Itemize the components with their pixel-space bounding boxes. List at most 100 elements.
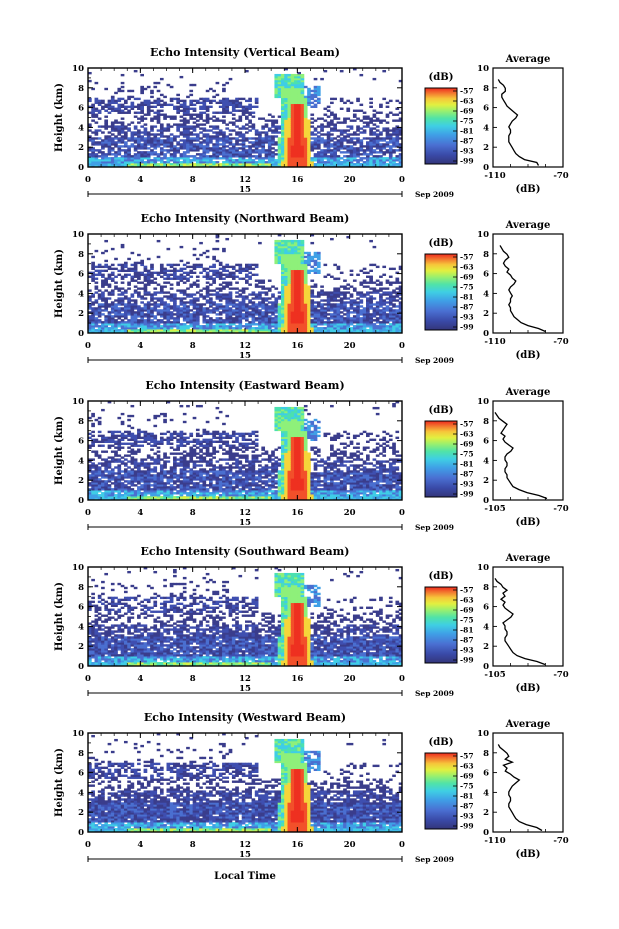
heatmap-cell xyxy=(336,143,341,146)
heatmap-cell xyxy=(192,149,197,152)
heatmap-cell xyxy=(267,289,272,292)
heatmap-cell xyxy=(287,131,292,134)
heatmap-cell xyxy=(280,291,285,294)
heatmap-cell xyxy=(192,133,197,136)
heatmap-cell xyxy=(280,87,285,91)
heatmap-cell xyxy=(101,251,105,255)
heatmap-cell xyxy=(150,95,154,99)
heatmap-cell xyxy=(382,287,387,290)
heatmap-cell xyxy=(205,281,210,284)
heatmap-cell xyxy=(189,127,194,130)
heatmap-cell xyxy=(313,267,318,271)
heatmap-cell xyxy=(241,305,246,308)
heatmap-cell xyxy=(294,293,298,296)
heatmap-cell xyxy=(97,329,102,332)
heatmap-cell xyxy=(323,125,328,128)
heatmap-cell xyxy=(166,315,171,318)
heatmap-cell xyxy=(137,153,141,156)
heatmap-cell xyxy=(166,127,171,130)
heatmap-cell xyxy=(261,287,266,290)
heatmap-cell xyxy=(205,315,210,318)
heatmap-cell xyxy=(231,99,236,103)
heatmap-cell xyxy=(231,143,236,146)
heatmap-cell xyxy=(300,163,305,166)
heatmap-cell xyxy=(362,131,367,134)
heatmap-cell xyxy=(146,151,151,154)
heatmap-cell xyxy=(359,153,364,156)
heatmap-cell xyxy=(392,131,396,134)
heatmap-cell xyxy=(343,131,347,134)
heatmap-cell xyxy=(94,321,99,324)
heatmap-cell xyxy=(267,163,272,166)
heatmap-cell xyxy=(117,109,122,112)
heatmap-cell xyxy=(359,145,364,148)
heatmap-cell xyxy=(182,153,187,156)
heatmap-cell xyxy=(238,151,243,154)
heatmap-cell xyxy=(284,305,288,308)
heatmap-cell xyxy=(186,163,190,166)
heatmap-cell xyxy=(169,295,174,298)
heatmap-cell xyxy=(150,321,154,324)
heatmap-cell xyxy=(326,151,331,154)
heatmap-cell xyxy=(395,141,400,144)
heatmap-cell xyxy=(294,297,298,300)
heatmap-cell xyxy=(133,329,138,332)
heatmap-cell xyxy=(202,133,207,136)
heatmap-cell xyxy=(290,113,295,116)
heatmap-cell xyxy=(290,145,295,148)
heatmap-cell xyxy=(261,159,266,162)
heatmap-cell xyxy=(274,119,279,122)
heatmap-cell xyxy=(280,133,285,136)
heatmap-cell xyxy=(176,109,180,112)
heatmap-cell xyxy=(379,309,383,312)
heatmap-cell xyxy=(231,159,236,162)
heatmap-cell xyxy=(228,139,233,142)
heatmap-cell xyxy=(212,163,216,166)
heatmap-cell xyxy=(264,291,269,294)
heatmap-cell xyxy=(303,113,308,116)
heatmap-cell xyxy=(369,287,373,290)
heatmap-cell xyxy=(379,163,383,166)
heatmap-cell xyxy=(261,301,266,304)
heatmap-cell xyxy=(245,161,249,164)
heatmap-cell xyxy=(159,157,164,160)
heatmap-cell xyxy=(395,113,400,116)
heatmap-cell xyxy=(117,263,122,267)
heatmap-cell xyxy=(254,161,259,164)
heatmap-cell xyxy=(150,315,154,318)
heatmap-cell xyxy=(267,331,272,334)
heatmap-cell xyxy=(395,135,400,138)
heatmap-cell xyxy=(166,295,171,298)
heatmap-cell xyxy=(294,245,298,249)
heatmap-cell xyxy=(294,311,298,314)
heatmap-cell xyxy=(290,257,295,261)
heatmap-cell xyxy=(297,75,301,79)
heatmap-cell xyxy=(294,313,298,316)
heatmap-cell xyxy=(339,163,344,166)
heatmap-cell xyxy=(209,303,213,306)
heatmap-cell xyxy=(94,149,99,152)
heatmap-cell xyxy=(277,239,282,243)
heatmap-cell xyxy=(382,139,387,142)
heatmap-cell xyxy=(192,321,197,324)
heatmap-cell xyxy=(300,95,305,99)
heatmap-cell xyxy=(369,139,373,142)
heatmap-cell xyxy=(287,125,292,128)
heatmap-cell xyxy=(173,157,177,160)
heatmap-cell xyxy=(205,147,210,150)
heatmap-cell xyxy=(280,113,285,116)
heatmap-cell xyxy=(287,87,292,91)
heatmap-cell xyxy=(251,305,256,308)
heatmap-cell xyxy=(225,107,230,110)
heatmap-cell xyxy=(127,297,131,300)
heatmap-cell xyxy=(245,327,249,330)
heatmap-cell xyxy=(379,159,383,162)
heatmap-cell xyxy=(336,287,341,290)
heatmap-cell xyxy=(303,159,308,162)
heatmap-cell xyxy=(127,123,131,126)
heatmap-cell xyxy=(215,259,220,263)
heatmap-cell xyxy=(205,89,210,93)
heatmap-cell xyxy=(271,329,275,332)
heatmap-cell xyxy=(251,311,256,314)
heatmap-cell xyxy=(205,285,210,288)
